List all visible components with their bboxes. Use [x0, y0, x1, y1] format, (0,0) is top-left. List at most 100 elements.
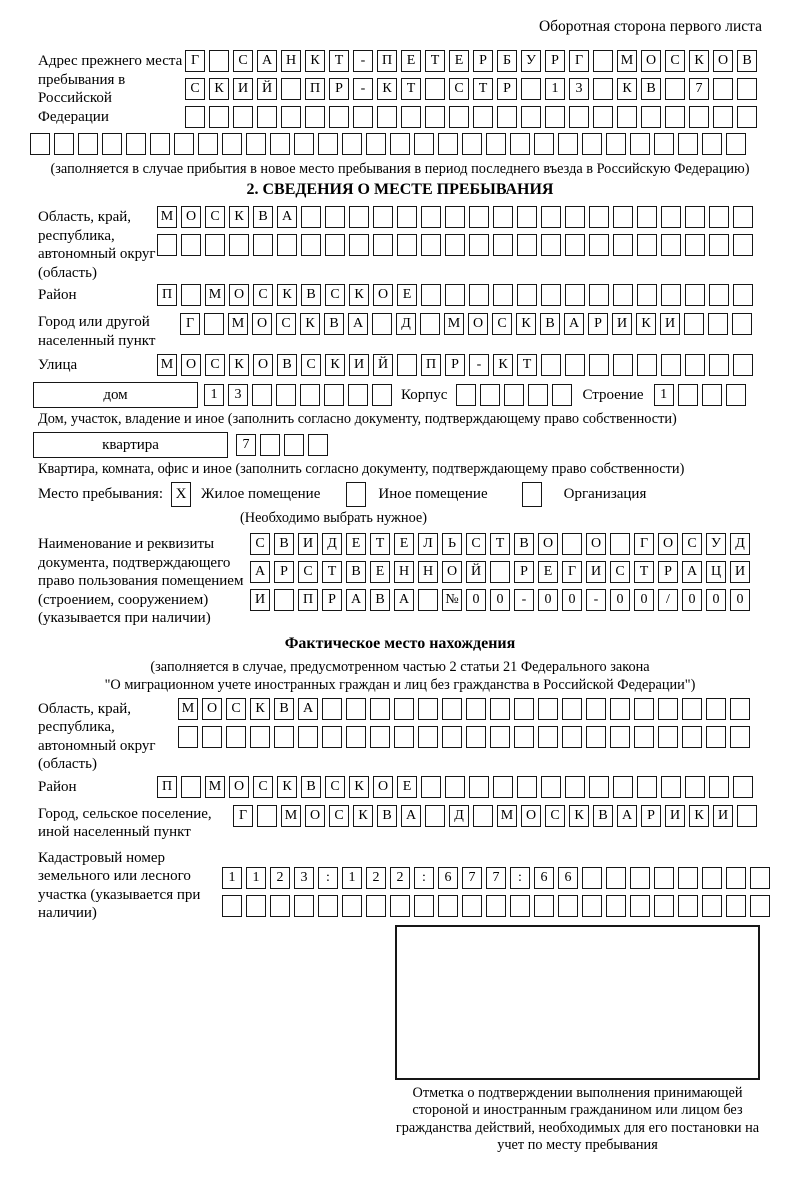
char-box[interactable] — [565, 775, 585, 798]
char-box[interactable]: 7 — [689, 78, 709, 100]
char-box[interactable]: М — [157, 206, 177, 228]
char-box[interactable]: 2 — [270, 866, 290, 889]
char-box[interactable]: - — [586, 589, 606, 611]
char-box[interactable] — [709, 354, 729, 376]
char-box[interactable] — [737, 106, 757, 128]
char-box[interactable]: С — [325, 284, 345, 306]
char-box[interactable] — [342, 133, 362, 155]
char-box[interactable]: Д — [396, 313, 416, 335]
char-box[interactable]: О — [373, 284, 393, 306]
char-box[interactable]: Е — [397, 284, 417, 306]
char-box[interactable] — [318, 894, 338, 917]
char-box[interactable]: 1 — [342, 866, 362, 889]
char-box[interactable] — [349, 234, 369, 256]
char-box[interactable]: М — [205, 775, 225, 798]
char-box[interactable] — [445, 775, 465, 798]
char-box[interactable]: Е — [394, 533, 414, 555]
char-box[interactable]: О — [253, 354, 273, 376]
char-box[interactable]: О — [521, 804, 541, 827]
char-box[interactable]: К — [569, 804, 589, 827]
char-box[interactable]: К — [277, 284, 297, 306]
char-box[interactable] — [733, 206, 753, 228]
char-box[interactable] — [630, 133, 650, 155]
house-type-box[interactable]: дом — [33, 382, 198, 408]
char-box[interactable]: Г — [562, 561, 582, 583]
char-box[interactable] — [322, 697, 342, 720]
char-box[interactable] — [517, 206, 537, 228]
char-box[interactable]: К — [300, 313, 320, 335]
char-box[interactable] — [466, 725, 486, 748]
char-box[interactable] — [229, 234, 249, 256]
char-box[interactable]: Д — [730, 533, 750, 555]
char-box[interactable]: В — [274, 697, 294, 720]
char-box[interactable]: 0 — [634, 589, 654, 611]
char-box[interactable] — [701, 384, 722, 406]
char-box[interactable] — [733, 234, 753, 256]
char-box[interactable]: 0 — [562, 589, 582, 611]
char-box[interactable]: И — [586, 561, 606, 583]
char-box[interactable] — [538, 725, 558, 748]
char-box[interactable]: А — [617, 804, 637, 827]
char-box[interactable]: О — [538, 533, 558, 555]
char-box[interactable] — [665, 78, 685, 100]
char-box[interactable] — [517, 284, 537, 306]
char-box[interactable]: А — [394, 589, 414, 611]
char-box[interactable] — [685, 234, 705, 256]
char-box[interactable] — [665, 106, 685, 128]
char-box[interactable]: С — [610, 561, 630, 583]
char-box[interactable]: Р — [329, 78, 349, 100]
char-box[interactable] — [634, 697, 654, 720]
char-box[interactable]: 6 — [558, 866, 578, 889]
char-box[interactable]: М — [617, 50, 637, 72]
char-box[interactable] — [349, 206, 369, 228]
apartment-type-box[interactable]: квартира — [33, 432, 228, 458]
char-box[interactable] — [397, 354, 417, 376]
char-box[interactable]: / — [658, 589, 678, 611]
char-box[interactable] — [222, 894, 242, 917]
char-box[interactable] — [401, 106, 421, 128]
char-box[interactable]: О — [202, 697, 222, 720]
char-box[interactable]: Е — [346, 533, 366, 555]
char-box[interactable]: В — [301, 775, 321, 798]
char-box[interactable] — [528, 384, 549, 406]
char-box[interactable]: О — [229, 775, 249, 798]
char-box[interactable] — [257, 804, 277, 827]
char-box[interactable]: О — [468, 313, 488, 335]
char-box[interactable] — [733, 354, 753, 376]
char-box[interactable]: Т — [329, 50, 349, 72]
char-box[interactable]: У — [521, 50, 541, 72]
char-box[interactable]: И — [250, 589, 270, 611]
char-box[interactable]: 3 — [294, 866, 314, 889]
char-box[interactable] — [277, 234, 297, 256]
char-box[interactable]: Т — [473, 78, 493, 100]
char-box[interactable]: Т — [425, 50, 445, 72]
char-box[interactable]: С — [545, 804, 565, 827]
char-box[interactable]: Г — [185, 50, 205, 72]
char-box[interactable] — [298, 725, 318, 748]
char-box[interactable]: Е — [538, 561, 558, 583]
char-box[interactable] — [613, 206, 633, 228]
char-box[interactable] — [198, 133, 218, 155]
char-box[interactable]: Т — [490, 533, 510, 555]
char-box[interactable] — [370, 725, 390, 748]
char-box[interactable] — [685, 284, 705, 306]
char-box[interactable] — [185, 106, 205, 128]
char-box[interactable] — [486, 133, 506, 155]
char-box[interactable]: Е — [449, 50, 469, 72]
char-box[interactable] — [706, 725, 726, 748]
char-box[interactable]: А — [346, 589, 366, 611]
char-box[interactable] — [497, 106, 517, 128]
char-box[interactable] — [685, 354, 705, 376]
char-box[interactable] — [682, 725, 702, 748]
char-box[interactable] — [610, 725, 630, 748]
char-box[interactable]: С — [682, 533, 702, 555]
char-box[interactable] — [253, 234, 273, 256]
char-box[interactable]: : — [414, 866, 434, 889]
char-box[interactable] — [209, 50, 229, 72]
char-box[interactable] — [565, 234, 585, 256]
char-box[interactable]: Д — [322, 533, 342, 555]
char-box[interactable] — [493, 284, 513, 306]
char-box[interactable] — [324, 384, 344, 406]
char-box[interactable] — [469, 234, 489, 256]
char-box[interactable]: А — [277, 206, 297, 228]
